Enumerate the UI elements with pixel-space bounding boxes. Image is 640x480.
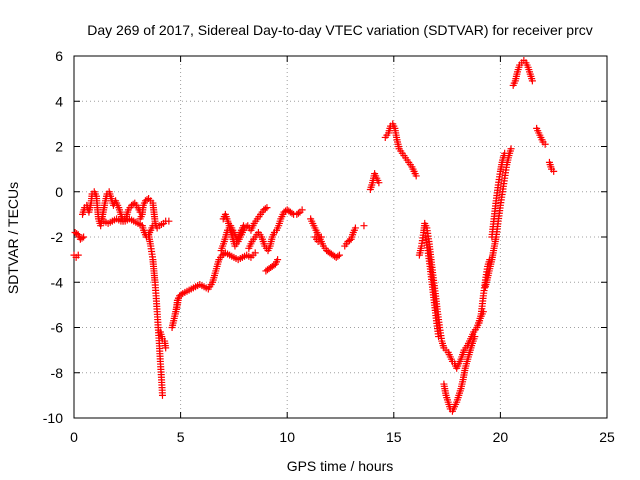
- data-points: [70, 57, 558, 415]
- grid-lines: [74, 56, 607, 418]
- data-point: [360, 222, 368, 230]
- data-point: [435, 333, 443, 341]
- data-point: [471, 333, 479, 341]
- data-point: [298, 206, 306, 214]
- data-point: [501, 149, 509, 157]
- y-tick-label: 0: [55, 184, 63, 200]
- plot-frame: [73, 55, 608, 419]
- y-tick-label: -4: [51, 274, 64, 290]
- y-tick-label: 4: [55, 93, 63, 109]
- data-point: [528, 77, 536, 85]
- data-point: [351, 224, 359, 232]
- y-tick-label: -2: [51, 229, 64, 245]
- data-point: [143, 196, 151, 204]
- data-point: [162, 344, 170, 352]
- x-tick-label: 25: [599, 429, 615, 445]
- data-point: [239, 222, 247, 230]
- x-axis-label: GPS time / hours: [287, 458, 394, 474]
- y-tick-label: 2: [55, 139, 63, 155]
- x-tick-label: 15: [386, 429, 402, 445]
- x-tick-label: 5: [177, 429, 185, 445]
- y-axis-label: SDTVAR / TECUs: [5, 182, 21, 294]
- data-point: [507, 145, 515, 153]
- data-point: [80, 233, 88, 241]
- data-point: [334, 252, 342, 260]
- y-tick-label: -6: [51, 320, 64, 336]
- data-point: [261, 205, 269, 213]
- data-point: [274, 256, 282, 264]
- data-point: [335, 251, 343, 259]
- data-point: [158, 391, 166, 399]
- data-point: [174, 294, 182, 302]
- x-tick-label: 10: [279, 429, 295, 445]
- y-tick-label: -10: [43, 410, 63, 426]
- data-point: [129, 200, 137, 208]
- data-point: [317, 233, 325, 241]
- data-point: [412, 172, 420, 180]
- y-tick-label: -8: [51, 365, 64, 381]
- data-point: [263, 204, 271, 212]
- data-point: [74, 251, 82, 259]
- data-point: [165, 217, 173, 225]
- chart-title: Day 269 of 2017, Sidereal Day-to-day VTE…: [87, 22, 593, 38]
- data-point: [288, 209, 296, 217]
- x-tick-label: 20: [493, 429, 509, 445]
- data-point: [375, 179, 383, 187]
- data-point: [78, 234, 86, 242]
- data-point: [550, 167, 558, 175]
- data-point: [294, 209, 302, 217]
- axis-ticks: 0 5 10 15 20 25 -10 -8 -6 -4 -2 0 2 4 6: [43, 48, 615, 445]
- y-tick-label: 6: [55, 48, 63, 64]
- data-point: [541, 140, 549, 148]
- x-tick-label: 0: [70, 429, 78, 445]
- data-point: [251, 249, 259, 257]
